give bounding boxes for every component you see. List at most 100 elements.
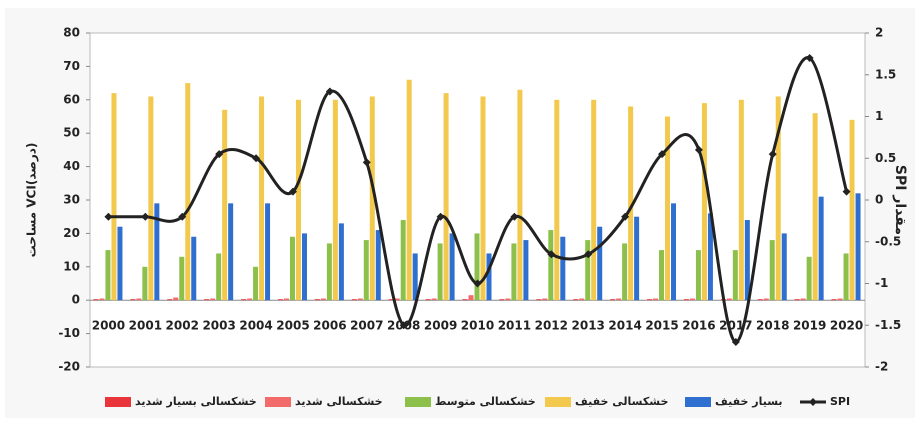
bar — [449, 233, 455, 301]
x-tick-label: 2020 — [830, 319, 863, 333]
y2-axis-label: SPI مقدار — [892, 165, 908, 235]
x-tick-label: 2019 — [793, 319, 826, 333]
bar — [837, 298, 843, 301]
bar — [665, 116, 671, 301]
bar — [369, 96, 375, 301]
bar — [647, 299, 653, 301]
bar — [173, 297, 179, 301]
bar — [351, 299, 357, 301]
bar — [142, 266, 148, 301]
spi-marker — [731, 337, 740, 346]
bar — [536, 299, 542, 301]
bar — [763, 298, 769, 301]
bar — [228, 203, 234, 301]
bar — [93, 299, 99, 301]
bar — [210, 298, 216, 301]
x-tick-label: 2009 — [424, 319, 457, 333]
x-tick-label: 2001 — [129, 319, 162, 333]
x-tick-label: 2015 — [645, 319, 678, 333]
bar — [616, 298, 622, 301]
bar — [332, 99, 338, 301]
legend-label: SPI — [830, 395, 850, 408]
bar — [326, 243, 332, 301]
bar — [167, 299, 173, 301]
bar — [701, 103, 707, 301]
bar — [474, 233, 480, 301]
bar — [111, 93, 117, 301]
bar — [283, 298, 289, 301]
bar — [443, 93, 449, 301]
y2-tick-label: 2 — [875, 26, 883, 40]
spi-marker — [805, 54, 814, 63]
bar — [573, 299, 579, 301]
legend-label: خشکسالی بسیار شدید — [135, 395, 257, 408]
y2-tick-label: 0 — [875, 193, 883, 207]
bar — [695, 250, 701, 301]
x-tick-label: 2018 — [756, 319, 789, 333]
bar — [338, 223, 344, 301]
bar — [689, 298, 695, 301]
y-tick-label: 50 — [63, 126, 80, 140]
bar — [105, 250, 111, 301]
bar — [191, 236, 197, 301]
bar — [259, 96, 265, 301]
spi-marker — [473, 279, 482, 288]
bar — [659, 250, 665, 301]
y-tick-label: 70 — [63, 59, 80, 73]
bar — [560, 236, 566, 301]
legend-swatch — [685, 397, 711, 407]
spi-marker — [141, 212, 150, 221]
bar — [517, 89, 523, 301]
x-tick-label: 2007 — [350, 319, 383, 333]
spi-marker — [436, 212, 445, 221]
bar — [800, 298, 806, 301]
spi-marker — [104, 212, 113, 221]
y-tick-label: 20 — [63, 226, 80, 240]
y2-tick-label: 0.5 — [875, 151, 896, 165]
bar — [812, 113, 818, 301]
bar — [247, 298, 253, 301]
bar — [301, 233, 307, 301]
bar — [653, 298, 659, 301]
bar — [707, 213, 713, 301]
bar — [148, 96, 154, 301]
bar — [597, 226, 603, 301]
bar — [99, 298, 105, 301]
y-axis-label: مساحت VCI(درصد) — [25, 143, 39, 258]
legend-label: خشکسالی متوسط — [435, 395, 536, 408]
spi-marker — [621, 212, 630, 221]
y-tick-label: 30 — [63, 193, 80, 207]
bar — [794, 299, 800, 301]
bar — [412, 253, 418, 301]
y2-tick-label: -0.5 — [875, 234, 901, 248]
bar — [622, 243, 628, 301]
bar — [671, 203, 677, 301]
bar — [375, 230, 381, 301]
bar — [732, 250, 738, 301]
spi-marker — [288, 187, 297, 196]
bar — [400, 220, 406, 301]
bar — [253, 266, 259, 301]
bar — [726, 298, 732, 301]
bar — [437, 243, 443, 301]
x-tick-label: 2006 — [313, 319, 346, 333]
legend-swatch — [105, 397, 131, 407]
spi-marker — [842, 187, 851, 196]
bar — [744, 220, 750, 301]
spi-marker — [252, 154, 261, 163]
x-tick-label: 2003 — [202, 319, 235, 333]
spi-marker — [694, 145, 703, 154]
legend-label: خشکسالی شدید — [295, 395, 383, 408]
spi-marker — [510, 212, 519, 221]
bar — [130, 299, 136, 301]
y-tick-label: 80 — [63, 26, 80, 40]
legend-swatch — [265, 397, 291, 407]
bar — [480, 96, 486, 301]
y-tick-label: 10 — [63, 259, 80, 273]
x-tick-label: 2013 — [572, 319, 605, 333]
bar — [357, 298, 363, 301]
bar — [499, 299, 505, 301]
bar — [806, 256, 812, 301]
bar — [738, 99, 744, 301]
